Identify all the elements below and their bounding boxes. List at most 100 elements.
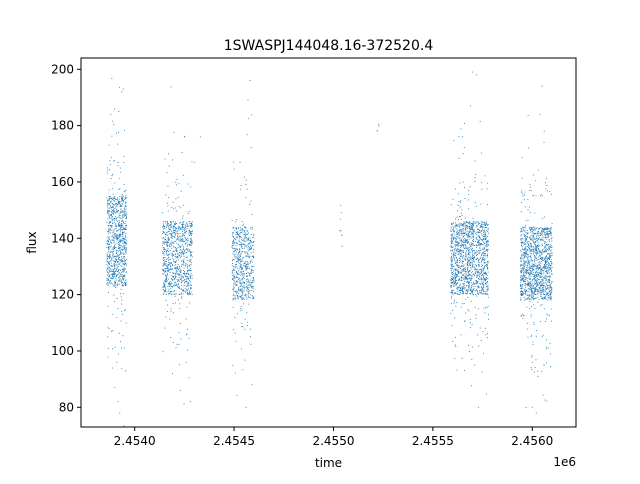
- data-point: [452, 249, 454, 251]
- data-point: [452, 250, 454, 252]
- data-point: [450, 287, 452, 289]
- data-point: [179, 270, 181, 272]
- data-point: [117, 251, 119, 253]
- data-point: [163, 243, 165, 245]
- data-point: [173, 283, 175, 285]
- data-point: [461, 249, 463, 251]
- data-point: [546, 233, 548, 235]
- data-point: [174, 261, 176, 263]
- data-point: [109, 218, 111, 220]
- data-point: [545, 288, 547, 289]
- data-point: [547, 267, 549, 269]
- data-point: [246, 255, 248, 257]
- data-point: [533, 260, 535, 262]
- data-point: [467, 249, 469, 251]
- data-point: [164, 233, 166, 235]
- data-point: [539, 275, 541, 277]
- data-point: [244, 281, 245, 283]
- data-point: [479, 269, 481, 271]
- data-point: [460, 261, 462, 263]
- data-point: [459, 292, 461, 293]
- data-point: [455, 284, 457, 286]
- data-point: [469, 265, 471, 267]
- data-point: [548, 276, 550, 278]
- data-point: [108, 207, 110, 209]
- data-point: [234, 249, 236, 251]
- data-point: [252, 236, 254, 238]
- data-point: [236, 236, 238, 238]
- data-point: [186, 249, 188, 251]
- data-point: [186, 230, 187, 232]
- data-point: [525, 299, 527, 300]
- data-point: [112, 218, 114, 220]
- data-point: [483, 239, 485, 241]
- data-point: [166, 202, 168, 204]
- data-point: [164, 248, 165, 250]
- data-point: [111, 275, 113, 277]
- data-point: [520, 257, 522, 259]
- data-point: [528, 245, 530, 247]
- data-point: [122, 199, 123, 201]
- data-point: [123, 253, 125, 255]
- data-point: [231, 233, 233, 235]
- data-point: [475, 205, 477, 207]
- data-point: [531, 231, 533, 232]
- data-point: [546, 339, 547, 341]
- data-point: [522, 278, 524, 280]
- data-point: [168, 269, 169, 271]
- data-point: [530, 316, 532, 318]
- data-point: [166, 243, 168, 245]
- data-point: [484, 233, 486, 235]
- data-point: [246, 246, 248, 248]
- data-point: [236, 291, 238, 293]
- data-point: [245, 245, 247, 247]
- data-point: [530, 190, 532, 192]
- data-point: [123, 228, 125, 230]
- data-point: [549, 243, 551, 245]
- data-point: [181, 227, 183, 228]
- data-point: [234, 230, 236, 232]
- data-point: [110, 202, 112, 204]
- data-point: [122, 240, 123, 242]
- data-point: [487, 240, 489, 242]
- data-point: [116, 252, 118, 254]
- data-point: [525, 225, 526, 227]
- data-point: [166, 281, 168, 283]
- data-point: [454, 248, 455, 250]
- data-point: [534, 259, 536, 260]
- data-point: [536, 271, 538, 273]
- data-point: [173, 261, 175, 263]
- data-point: [482, 228, 483, 230]
- data-point: [524, 235, 525, 237]
- data-point: [475, 268, 476, 270]
- data-point: [465, 269, 467, 271]
- data-point: [242, 223, 244, 225]
- data-point: [120, 228, 122, 230]
- data-point: [163, 237, 164, 239]
- data-point: [189, 244, 191, 246]
- data-point: [119, 241, 120, 242]
- data-point: [177, 236, 179, 238]
- data-point: [110, 259, 112, 261]
- data-point: [237, 254, 239, 256]
- data-point: [530, 257, 532, 259]
- data-point: [485, 226, 486, 228]
- data-point: [109, 281, 111, 283]
- data-point: [113, 248, 115, 250]
- data-point: [168, 283, 170, 285]
- data-point: [188, 377, 190, 379]
- data-point: [232, 299, 234, 301]
- data-point: [121, 313, 123, 315]
- data-point: [470, 245, 472, 247]
- data-point: [481, 181, 483, 183]
- data-point: [534, 283, 535, 285]
- data-point: [451, 246, 453, 248]
- data-point: [480, 273, 482, 275]
- data-point: [539, 250, 541, 252]
- data-point: [469, 288, 471, 290]
- data-point: [466, 222, 467, 223]
- data-point: [470, 279, 472, 281]
- data-point: [455, 218, 457, 220]
- data-point: [463, 232, 465, 234]
- data-point: [530, 235, 532, 237]
